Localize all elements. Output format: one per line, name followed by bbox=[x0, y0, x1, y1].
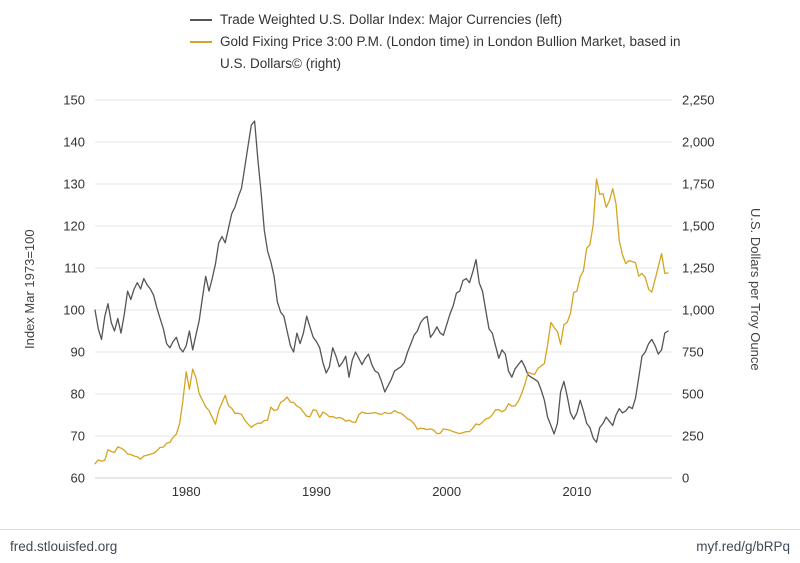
right-axis-tick-label: 250 bbox=[682, 429, 704, 444]
left-axis-tick-label: 150 bbox=[63, 93, 85, 108]
legend: Trade Weighted U.S. Dollar Index: Major … bbox=[190, 9, 682, 75]
fred-site-link[interactable]: fred.stlouisfed.org bbox=[10, 539, 118, 554]
legend-item-dollar-index[interactable]: Trade Weighted U.S. Dollar Index: Major … bbox=[190, 9, 682, 31]
right-axis-tick-label: 1,000 bbox=[682, 303, 715, 318]
right-axis-tick-label: 1,750 bbox=[682, 177, 715, 192]
legend-item-gold-price[interactable]: Gold Fixing Price 3:00 P.M. (London time… bbox=[190, 31, 682, 75]
legend-swatch-dollar-index bbox=[190, 19, 212, 21]
short-url-link[interactable]: myf.red/g/bRPq bbox=[696, 539, 790, 554]
x-axis-tick-label: 2010 bbox=[562, 484, 591, 499]
x-axis-tick-label: 2000 bbox=[432, 484, 461, 499]
left-axis-tick-label: 100 bbox=[63, 303, 85, 318]
left-axis-tick-label: 130 bbox=[63, 177, 85, 192]
right-axis-title: U.S. Dollars per Troy Ounce bbox=[748, 207, 763, 371]
left-axis-tick-label: 140 bbox=[63, 135, 85, 150]
legend-label-dollar-index: Trade Weighted U.S. Dollar Index: Major … bbox=[220, 12, 563, 27]
left-axis-tick-label: 90 bbox=[71, 345, 85, 360]
gold-price-line[interactable] bbox=[94, 178, 669, 465]
right-axis-tick-label: 750 bbox=[682, 345, 704, 360]
x-axis-tick-label: 1990 bbox=[302, 484, 331, 499]
left-axis-title: Index Mar 1973=100 bbox=[22, 229, 37, 349]
right-axis-tick-label: 1,500 bbox=[682, 219, 715, 234]
footer: fred.stlouisfed.org myf.red/g/bRPq bbox=[0, 529, 800, 563]
right-axis-tick-label: 1,250 bbox=[682, 261, 715, 276]
dollar-index-line[interactable] bbox=[94, 120, 669, 443]
right-axis-tick-label: 2,250 bbox=[682, 93, 715, 108]
left-axis-tick-label: 70 bbox=[71, 429, 85, 444]
legend-swatch-gold-price bbox=[190, 41, 212, 43]
left-axis-tick-label: 110 bbox=[64, 261, 85, 276]
left-axis-tick-label: 120 bbox=[63, 219, 85, 234]
x-axis-tick-label: 1980 bbox=[172, 484, 201, 499]
legend-label-gold-price: Gold Fixing Price 3:00 P.M. (London time… bbox=[220, 34, 681, 71]
right-axis-tick-label: 2,000 bbox=[682, 135, 715, 150]
left-axis-tick-label: 60 bbox=[71, 471, 85, 486]
right-axis-tick-label: 500 bbox=[682, 387, 704, 402]
right-axis-tick-label: 0 bbox=[682, 471, 689, 486]
left-axis-tick-label: 80 bbox=[71, 387, 85, 402]
